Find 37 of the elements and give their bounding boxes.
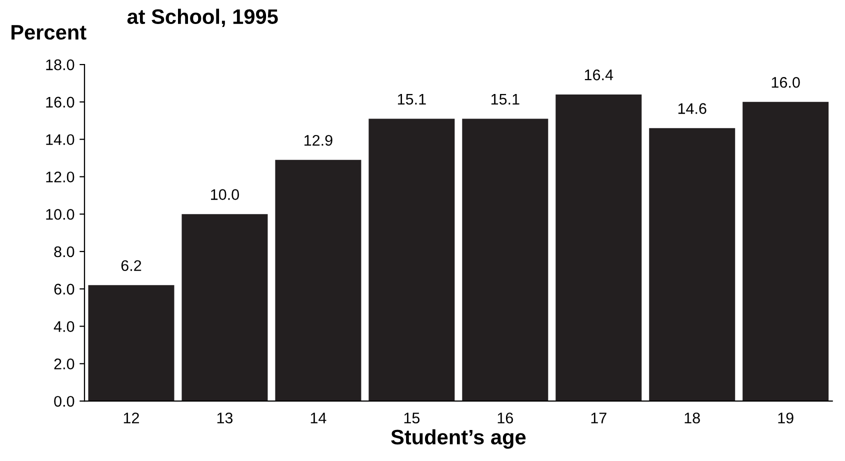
y-tick-label: 0.0 [54, 396, 74, 407]
bar [182, 214, 268, 402]
x-tick-label: 12 [124, 412, 139, 424]
data-label: 6.2 [121, 260, 142, 272]
y-tick-label: 10.0 [46, 208, 74, 220]
bar [368, 118, 455, 402]
data-label: 10.0 [211, 189, 239, 200]
bar [462, 118, 548, 402]
data-label: 16.4 [584, 70, 614, 80]
y-tick-label: 2.0 [54, 358, 74, 370]
y-tick-label: 16.0 [46, 96, 74, 108]
y-axis-title: Percent [12, 25, 86, 40]
x-tick-label: 17 [591, 412, 606, 424]
chart-title: at School, 1995 [127, 8, 278, 28]
x-tick-label: 18 [684, 412, 700, 424]
x-tick-label: 16 [498, 412, 513, 424]
bar [742, 102, 829, 402]
y-tick-label: 8.0 [54, 246, 74, 258]
bar [649, 128, 736, 402]
x-tick-label: 13 [217, 412, 233, 424]
bar [275, 160, 362, 402]
y-tick-label: 6.0 [54, 284, 74, 295]
y-tick-label: 14.0 [46, 134, 74, 146]
y-tick-label: 12.0 [46, 172, 74, 182]
bar [556, 94, 642, 402]
data-label: 14.6 [678, 103, 706, 114]
bar [88, 285, 174, 402]
data-label: 15.1 [491, 94, 520, 105]
x-tick-label: 14 [310, 412, 326, 424]
y-tick-label: 18.0 [46, 59, 74, 70]
data-label: 15.1 [398, 94, 426, 105]
data-label: 16.0 [772, 76, 800, 88]
x-axis-title: Student’s age [391, 429, 526, 449]
x-tick-label: 19 [778, 412, 794, 424]
data-label: 12.9 [304, 134, 332, 146]
x-tick-label: 15 [404, 412, 420, 424]
y-tick-label: 4.0 [54, 321, 74, 332]
